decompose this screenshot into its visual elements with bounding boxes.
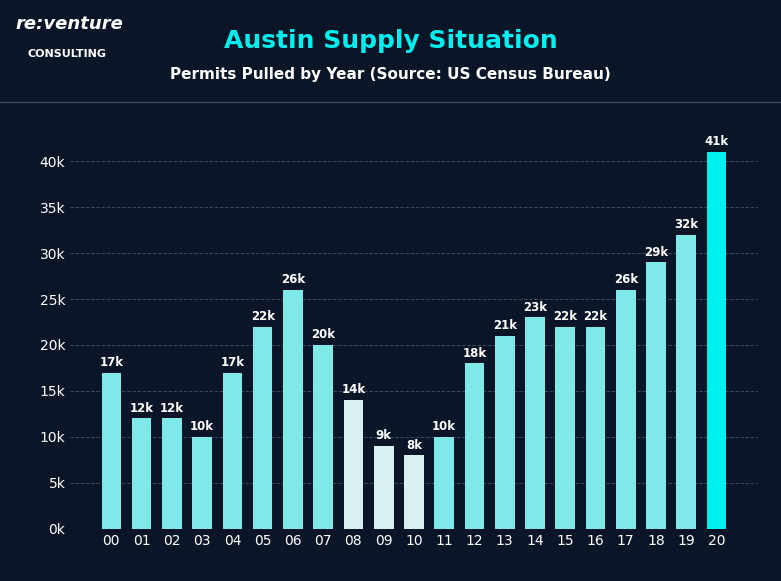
Bar: [434, 437, 454, 529]
Text: 9k: 9k: [376, 429, 392, 442]
Text: 17k: 17k: [220, 356, 244, 369]
Bar: [102, 372, 121, 529]
Bar: [132, 418, 152, 529]
Text: 23k: 23k: [523, 301, 547, 314]
Text: 10k: 10k: [190, 420, 214, 433]
Text: 22k: 22k: [251, 310, 275, 323]
Text: 17k: 17k: [99, 356, 123, 369]
Text: 22k: 22k: [553, 310, 577, 323]
Bar: [616, 290, 636, 529]
Text: 12k: 12k: [130, 402, 154, 415]
Bar: [344, 400, 363, 529]
Text: 18k: 18k: [462, 347, 487, 360]
Bar: [223, 372, 242, 529]
Bar: [495, 336, 515, 529]
Text: 41k: 41k: [704, 135, 729, 148]
Bar: [313, 345, 333, 529]
Text: 32k: 32k: [674, 218, 698, 231]
Text: 14k: 14k: [341, 383, 366, 396]
Text: 10k: 10k: [432, 420, 456, 433]
Bar: [253, 327, 273, 529]
Bar: [162, 418, 182, 529]
Bar: [374, 446, 394, 529]
Text: 29k: 29k: [644, 246, 668, 259]
Text: Austin Supply Situation: Austin Supply Situation: [223, 29, 558, 53]
Bar: [192, 437, 212, 529]
Text: 26k: 26k: [281, 273, 305, 286]
Text: Permits Pulled by Year (Source: US Census Bureau): Permits Pulled by Year (Source: US Censu…: [170, 67, 611, 82]
Bar: [707, 152, 726, 529]
Text: 21k: 21k: [493, 319, 517, 332]
Bar: [555, 327, 575, 529]
Bar: [465, 363, 484, 529]
Bar: [404, 455, 424, 529]
Bar: [676, 235, 696, 529]
Text: 8k: 8k: [406, 439, 422, 451]
Text: 12k: 12k: [160, 402, 184, 415]
Bar: [646, 262, 666, 529]
Bar: [586, 327, 605, 529]
Text: 22k: 22k: [583, 310, 608, 323]
Text: 26k: 26k: [614, 273, 638, 286]
Bar: [283, 290, 303, 529]
Bar: [525, 317, 545, 529]
Text: CONSULTING: CONSULTING: [27, 49, 106, 59]
Text: re:venture: re:venture: [16, 15, 123, 33]
Text: 20k: 20k: [311, 328, 335, 341]
